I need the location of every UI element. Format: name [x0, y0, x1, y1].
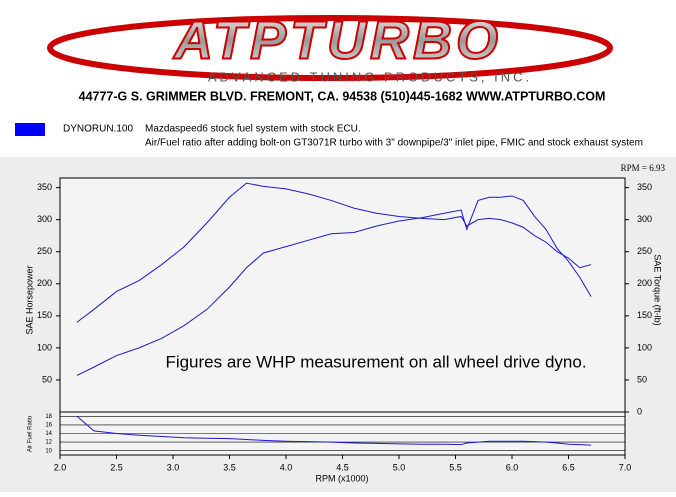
afr-tick-label: 16 [45, 422, 52, 428]
x-tick-label: 5.0 [393, 462, 406, 472]
x-tick-label: 3.5 [223, 462, 236, 472]
x-tick-label: 4.0 [280, 462, 293, 472]
x-tick-label: 2.5 [110, 462, 123, 472]
y-tick-label: 100 [37, 342, 52, 352]
afr-axis-label: Air Fuel Ratio [28, 415, 34, 452]
logo-swoosh [47, 15, 613, 81]
y2-tick-label: 150 [637, 310, 652, 320]
x-tick-label: 4.5 [336, 462, 349, 472]
plot-area [59, 177, 626, 456]
tagline: ADVANCED TUNING PRODUCTS, INC. [208, 69, 532, 84]
x-tick-label: 5.5 [449, 462, 462, 472]
y-tick-label: 200 [37, 278, 52, 288]
y-tick-label: 250 [37, 246, 52, 256]
y-tick-label: 300 [37, 214, 52, 224]
data-line [76, 415, 592, 446]
y-tick-label: 50 [42, 374, 52, 384]
y2-tick-label: 200 [637, 278, 652, 288]
annotation: Figures are WHP measurement on all wheel… [165, 352, 586, 371]
y2-tick-label: 50 [637, 374, 647, 384]
y2-tick-label: 250 [637, 246, 652, 256]
x-tick-label: 3.0 [167, 462, 180, 472]
y2-tick-label: 300 [637, 214, 652, 224]
afr-tick-label: 18 [45, 414, 52, 420]
address: 44777-G S. GRIMMER BLVD. FREMONT, CA. 94… [79, 89, 606, 103]
x-tick-label: 2.0 [54, 462, 67, 472]
data-line [76, 195, 592, 376]
readout: RPM = 6.93 [621, 163, 666, 173]
afr-tick-label: 12 [45, 440, 52, 446]
y-axis-label: SAE Horsepower [24, 265, 34, 334]
y2-tick-label: 0 [637, 406, 642, 416]
afr-tick-label: 14 [45, 431, 52, 437]
run-swatch [15, 123, 45, 136]
run-line: Mazdaspeed6 stock fuel system with stock… [145, 124, 361, 135]
afr-tick-label: 10 [45, 448, 52, 454]
y-tick-label: 150 [37, 310, 52, 320]
run-line: Air/Fuel ratio after adding bolt-on GT30… [145, 138, 643, 149]
logo: ATPTURBO [172, 10, 502, 70]
y2-axis-label: SAE Torque (ft-lb) [653, 254, 663, 325]
y2-tick-label: 100 [637, 342, 652, 352]
x-axis-label: RPM (x1000) [315, 473, 368, 483]
x-tick-label: 6.0 [506, 462, 519, 472]
x-tick-label: 6.5 [562, 462, 575, 472]
y-tick-label: 350 [37, 182, 52, 192]
y2-tick-label: 350 [637, 182, 652, 192]
data-line [76, 182, 592, 323]
run-name: DYNORUN.100 [63, 124, 133, 135]
x-tick-label: 7.0 [619, 462, 632, 472]
